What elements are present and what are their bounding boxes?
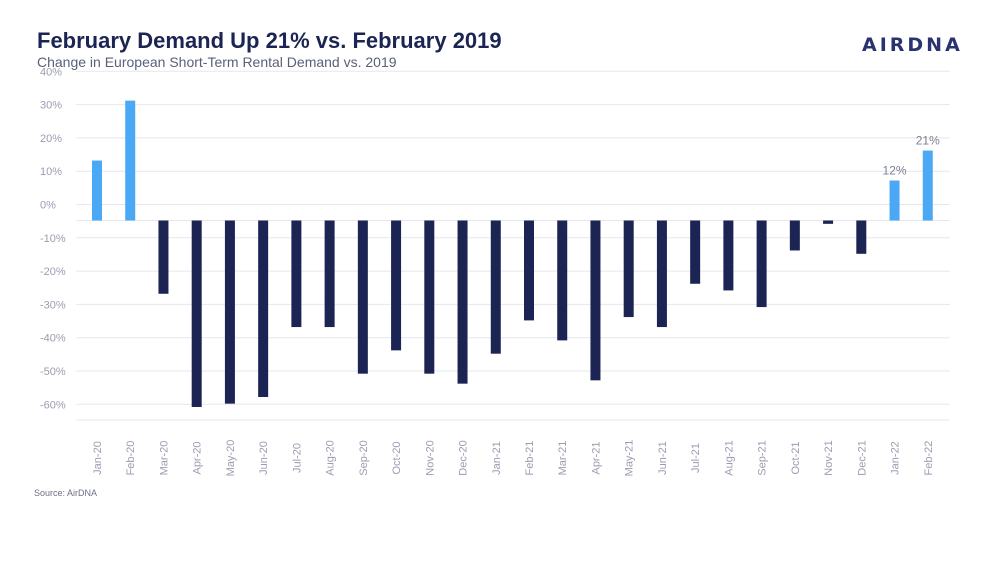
x-tick-label: Jul-21 xyxy=(690,443,702,473)
y-tick-label: -50% xyxy=(40,366,66,378)
y-tick-label: -10% xyxy=(40,233,66,245)
bar-jun-21 xyxy=(656,220,667,328)
x-tick-label: Nov-21 xyxy=(823,440,835,475)
x-tick-label: Jul-20 xyxy=(291,443,303,473)
x-tick-label: Jun-21 xyxy=(657,441,669,475)
x-tick-label: Jan-20 xyxy=(92,441,104,475)
x-tick-label: May-20 xyxy=(225,440,237,477)
y-tick-label: -20% xyxy=(40,266,66,278)
y-tick-label: 20% xyxy=(40,133,62,145)
x-tick-label: Dec-20 xyxy=(458,440,470,475)
data-label: 12% xyxy=(883,164,907,178)
y-tick-label: 30% xyxy=(40,100,62,112)
x-tick-label: Apr-21 xyxy=(590,441,602,474)
bar-sep-20 xyxy=(357,220,368,374)
y-tick-label: -60% xyxy=(40,399,66,411)
x-tick-label: Feb-20 xyxy=(125,441,137,476)
y-tick-label: 0% xyxy=(40,200,56,212)
x-tick-label: Aug-21 xyxy=(723,440,735,475)
x-tick-label: Sep-21 xyxy=(757,440,769,475)
bar-jun-20 xyxy=(258,220,269,397)
bar-nov-20 xyxy=(424,220,435,374)
bar-dec-21 xyxy=(856,220,867,254)
bar-jan-20 xyxy=(92,160,102,221)
x-tick-label: Nov-20 xyxy=(424,440,436,475)
bar-mar-21 xyxy=(557,220,568,341)
bar-feb-20 xyxy=(125,100,136,221)
chart-subtitle: Change in European Short-Term Rental Dem… xyxy=(37,54,397,70)
x-tick-label: Aug-20 xyxy=(325,440,337,475)
x-tick-label: Apr-20 xyxy=(192,441,204,474)
bar-jan-22 xyxy=(889,180,900,221)
source-note: Source: AirDNA xyxy=(34,488,98,498)
x-tick-label: Feb-21 xyxy=(524,441,536,476)
bar-may-20 xyxy=(224,220,235,404)
x-tick-label: Sep-20 xyxy=(358,440,370,475)
bar-oct-21 xyxy=(789,220,800,251)
bar-sep-21 xyxy=(756,220,767,308)
x-tick-label: Jan-22 xyxy=(890,441,902,475)
data-label: 21% xyxy=(916,134,940,148)
bar-apr-20 xyxy=(191,220,202,407)
x-tick-label: Oct-21 xyxy=(790,441,802,474)
x-tick-label: Dec-21 xyxy=(856,440,868,475)
x-tick-label: Jan-21 xyxy=(491,441,503,475)
bar-jul-20 xyxy=(291,220,302,328)
x-tick-label: Mar-20 xyxy=(158,441,170,476)
y-tick-label: -30% xyxy=(40,299,66,311)
bar-apr-21 xyxy=(590,220,601,381)
x-tick-label: Feb-22 xyxy=(923,441,935,476)
bar-oct-20 xyxy=(391,220,402,351)
bar-jul-21 xyxy=(690,220,701,284)
y-tick-label: -40% xyxy=(40,333,66,345)
bar-may-21 xyxy=(623,220,634,318)
airdna-logo: AIRDNA xyxy=(862,34,963,56)
x-tick-label: Mar-21 xyxy=(557,441,569,476)
bar-aug-21 xyxy=(723,220,734,291)
bar-feb-22 xyxy=(922,150,933,221)
y-tick-label: 10% xyxy=(40,166,62,178)
x-tick-label: Oct-20 xyxy=(391,441,403,474)
bar-jan-21 xyxy=(490,220,501,354)
bar-aug-20 xyxy=(324,220,335,328)
chart-title: February Demand Up 21% vs. February 2019 xyxy=(37,28,502,53)
bar-dec-20 xyxy=(457,220,468,384)
x-tick-label: May-21 xyxy=(624,440,636,477)
bar-mar-20 xyxy=(158,220,169,294)
y-tick-label: 40% xyxy=(40,66,62,78)
bar-nov-21 xyxy=(823,220,834,224)
bar-feb-21 xyxy=(524,220,534,321)
x-tick-label: Jun-20 xyxy=(258,441,270,475)
